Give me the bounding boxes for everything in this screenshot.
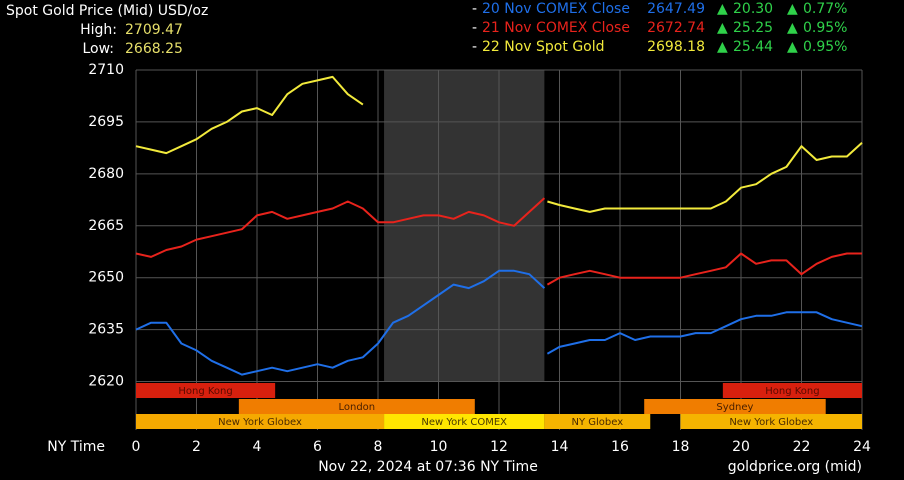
up-arrow: ▲ [787,20,798,36]
price-line [135,75,863,213]
high-label: High: [80,22,117,38]
y-tick-label: 2710 [88,62,124,78]
x-tick-label: 12 [490,439,508,455]
session-bar [136,383,276,398]
footer-source: goldprice.org (mid) [728,459,862,475]
up-arrow: ▲ [717,39,728,55]
legend-price: 2698.18 [647,39,705,55]
y-tick-label: 2680 [88,166,124,182]
legend-dash: - [472,1,477,17]
x-tick-label: 2 [192,439,201,455]
session-bar [544,414,651,429]
x-tick-label: 24 [853,439,871,455]
x-tick-label: 16 [611,439,629,455]
legend-dash: - [472,39,477,55]
legend-change-pct: 0.95% [803,39,847,55]
session-label: NY Globex [571,417,623,428]
session-label: New York Globex [218,417,302,428]
x-tick-label: 4 [253,439,262,455]
up-arrow: ▲ [787,1,798,17]
chart-title: Spot Gold Price (Mid) USD/oz [6,3,208,19]
session-label: London [338,402,375,413]
up-arrow: ▲ [787,39,798,55]
low-value: 2668.25 [125,41,183,57]
session-bar [722,383,862,398]
session-bar [644,399,826,414]
y-tick-label: 2635 [88,322,124,338]
y-tick-label: 2620 [88,374,124,390]
legend-change: 25.25 [733,20,773,36]
legend-change: 25.44 [733,39,773,55]
session-bar [136,414,385,429]
session-label: Sydney [716,402,753,413]
legend-name: 21 Nov COMEX Close [482,20,630,36]
up-arrow: ▲ [717,1,728,17]
legend-dash: - [472,20,477,36]
session-label: New York COMEX [421,417,507,428]
high-value: 2709.47 [125,22,183,38]
footer-date: Nov 22, 2024 at 07:36 NY Time [318,459,538,475]
session-label: New York Globex [729,417,813,428]
session-label: Hong Kong [765,386,819,397]
x-tick-label: 8 [374,439,383,455]
legend-name: 20 Nov COMEX Close [482,1,630,17]
price-line [135,197,862,286]
x-axis-label: NY Time [47,439,105,455]
legend-change-pct: 0.77% [803,1,847,17]
price-line [135,269,863,376]
y-tick-label: 2650 [88,270,124,286]
up-arrow: ▲ [717,20,728,36]
legend-price: 2647.49 [647,1,705,17]
legend-price: 2672.74 [647,20,705,36]
y-tick-label: 2695 [88,114,124,130]
legend-name: 22 Nov Spot Gold [482,39,605,55]
x-tick-label: 18 [672,439,690,455]
session-bar [384,414,545,429]
x-tick-label: 10 [430,439,448,455]
y-tick-label: 2665 [88,218,124,234]
session-bar [680,414,862,429]
x-tick-label: 14 [551,439,569,455]
legend-change-pct: 0.95% [803,20,847,36]
x-tick-label: 6 [313,439,322,455]
x-tick-label: 0 [132,439,141,455]
low-label: Low: [82,41,114,57]
legend-change: 20.30 [733,1,773,17]
x-tick-label: 20 [732,439,750,455]
session-bar [238,399,475,414]
x-tick-label: 22 [793,439,811,455]
session-label: Hong Kong [178,386,232,397]
